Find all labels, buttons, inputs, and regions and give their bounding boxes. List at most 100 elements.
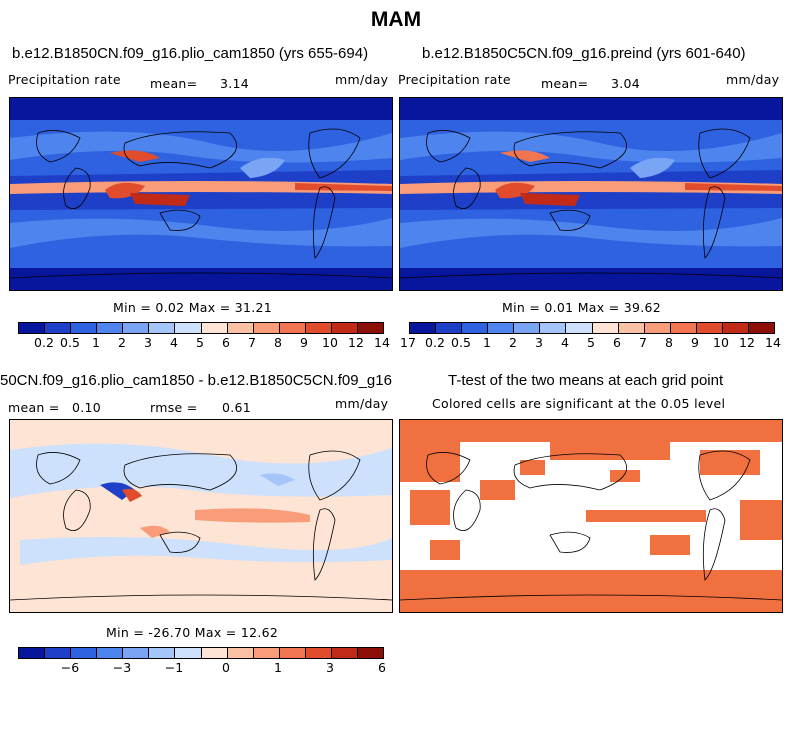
colorbar-swatch [696,323,723,333]
colorbar-swatch [670,323,697,333]
colorbar-swatch [253,648,280,658]
colorbar-swatch [722,323,750,333]
colorbar-swatch [253,323,280,333]
colorbar-tick-label: 17 [400,335,416,350]
colorbar-tick-label: −6 [60,660,80,675]
colorbar-tick-label: 6 [613,335,621,350]
colorbar-swatch [97,648,124,658]
colorbar-swatch [201,323,228,333]
colorbar-swatch [227,323,254,333]
colorbar-tick-label: 12 [348,335,364,350]
colorbar-swatch [358,648,384,658]
panel-a-units: mm/day [335,72,389,87]
panel-b-map-graphic [400,98,782,290]
colorbar-swatch [410,323,437,333]
panel-b-map [399,97,783,291]
panel-c-units: mm/day [335,396,389,411]
colorbar-swatch [462,323,489,333]
colorbar-swatch [279,648,306,658]
colorbar-tick-label: 0.5 [451,335,471,350]
panel-d-map [399,419,783,613]
colorbar-swatch [540,323,567,333]
colorbar-swatch [19,648,46,658]
colorbar-tick-label: 1 [274,660,282,675]
colorbar-swatch [201,648,228,658]
panel-b-colorbar [409,322,775,334]
panel-c-rmse-value: 0.61 [222,400,252,415]
panel-b-title: b.e12.B1850C5CN.f09_g16.preind (yrs 601-… [422,45,746,62]
colorbar-swatch [149,648,176,658]
colorbar-swatch [175,648,202,658]
colorbar-tick-label: 8 [665,335,673,350]
colorbar-tick-label: 3 [535,335,543,350]
colorbar-swatch [175,323,202,333]
colorbar-tick-label: 12 [739,335,755,350]
colorbar-swatch [305,323,332,333]
colorbar-tick-label: 6 [222,335,230,350]
colorbar-swatch [71,323,98,333]
panel-a-variable-label: Precipitation rate [8,72,121,87]
colorbar-tick-label: 2 [509,335,517,350]
panel-c-mean-label: mean = [8,400,60,415]
colorbar-tick-label: 14 [374,335,390,350]
panel-a-mean-value: 3.14 [220,76,250,91]
panel-d-title: T-test of the two means at each grid poi… [448,372,724,389]
colorbar-swatch [305,648,332,658]
colorbar-tick-label: 0.5 [60,335,80,350]
colorbar-swatch [227,648,254,658]
panel-a-colorbar [18,322,384,334]
colorbar-swatch [123,648,150,658]
colorbar-swatch [149,323,176,333]
colorbar-tick-label: 4 [170,335,178,350]
panel-c-mean-value: 0.10 [72,400,102,415]
panel-c-map-graphic [10,420,392,612]
panel-b-mean-value: 3.04 [611,76,641,91]
colorbar-swatch [45,323,72,333]
colorbar-swatch [749,323,775,333]
colorbar-swatch [358,323,384,333]
colorbar-tick-label: 9 [300,335,308,350]
colorbar-swatch [592,323,619,333]
panel-b-units: mm/day [726,72,780,87]
colorbar-tick-label: −1 [164,660,184,675]
panel-a-title: b.e12.B1850CN.f09_g16.plio_cam1850 (yrs … [12,45,369,62]
panel-d-subtitle: Colored cells are significant at the 0.0… [432,396,726,411]
colorbar-tick-label: 10 [713,335,729,350]
colorbar-swatch [19,323,46,333]
colorbar-tick-label: 0.2 [34,335,54,350]
colorbar-tick-label: 0 [222,660,230,675]
colorbar-tick-label: 4 [561,335,569,350]
colorbar-swatch [488,323,515,333]
panel-c-map [9,419,393,613]
colorbar-swatch [97,323,124,333]
panel-a-mean-label: mean= [150,76,198,91]
colorbar-tick-label: 3 [144,335,152,350]
panel-c-colorbar [18,647,384,659]
colorbar-tick-label: −3 [112,660,132,675]
colorbar-tick-label: 5 [587,335,595,350]
colorbar-swatch [566,323,593,333]
colorbar-tick-label: 3 [326,660,334,675]
colorbar-swatch [436,323,463,333]
colorbar-tick-label: 10 [322,335,338,350]
colorbar-tick-label: 1 [483,335,491,350]
colorbar-swatch [514,323,541,333]
colorbar-tick-label: 8 [274,335,282,350]
colorbar-tick-label: 5 [196,335,204,350]
panel-b-stats: Min = 0.01 Max = 39.62 [502,300,662,315]
panel-c-stats: Min = -26.70 Max = 12.62 [106,625,279,640]
panel-b-variable-label: Precipitation rate [398,72,511,87]
colorbar-tick-label: 14 [765,335,781,350]
colorbar-tick-label: 6 [378,660,386,675]
panel-a-stats: Min = 0.02 Max = 31.21 [113,300,273,315]
panel-a-map-graphic [10,98,392,290]
colorbar-swatch [618,323,645,333]
panel-c-title: 50CN.f09_g16.plio_cam1850 - b.e12.B1850C… [0,372,392,389]
panel-c-rmse-label: rmse = [150,400,198,415]
colorbar-swatch [123,323,150,333]
colorbar-tick-label: 2 [118,335,126,350]
colorbar-tick-label: 7 [248,335,256,350]
colorbar-tick-label: 0.2 [425,335,445,350]
panel-d-map-graphic [400,420,782,612]
figure-title: MAM [370,8,422,31]
